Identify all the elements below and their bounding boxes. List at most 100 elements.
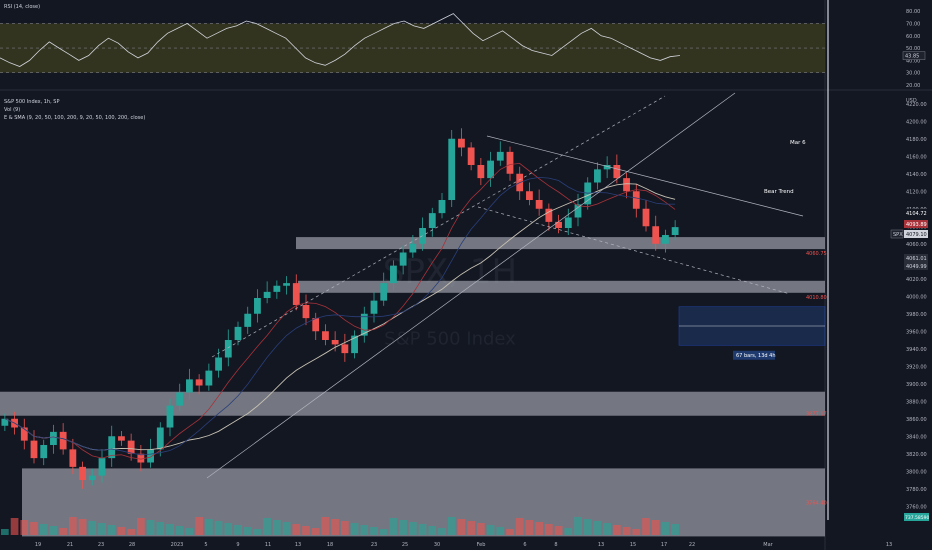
volume-bar	[185, 528, 194, 535]
rsi-line	[0, 13, 681, 67]
volume-bar	[166, 524, 174, 535]
main-legend-volume[interactable]: Vol (9)	[4, 107, 21, 113]
candle-body	[545, 208, 553, 222]
price-tick-label: 4160.00	[906, 154, 927, 160]
candle-body	[283, 283, 290, 286]
rsi-tick-label: 80.00	[906, 9, 920, 15]
candle-body	[224, 340, 232, 358]
price-tick-label: 3760.00	[906, 504, 927, 510]
volume-bar	[253, 529, 262, 535]
volume-bar	[593, 521, 602, 535]
volume-bar	[195, 517, 203, 535]
range-note-badge	[733, 350, 775, 360]
date-note-label: Mar 6	[790, 140, 806, 146]
candle-body	[59, 431, 67, 450]
price-tick-label: 4060.00	[906, 242, 927, 248]
time-axis-label: 23	[98, 542, 104, 548]
time-axis-label: 6	[523, 542, 526, 548]
volume-bar	[438, 528, 446, 535]
candle-body	[40, 445, 48, 459]
volume-bar	[467, 521, 475, 535]
price-badge-bg	[904, 209, 928, 217]
volume-bar	[496, 527, 505, 535]
candle-body	[438, 200, 446, 214]
volume-bar	[137, 518, 145, 535]
volume-bar	[88, 521, 97, 535]
time-axis-label: 15	[630, 542, 636, 548]
zone-price-label: 3764.40	[806, 500, 827, 506]
volume-bar	[311, 528, 320, 535]
volume-bar	[78, 519, 87, 535]
volume-bar	[632, 529, 641, 535]
candle-body	[390, 265, 397, 284]
price-tick-label: 3880.00	[906, 399, 927, 405]
trendline-bear	[486, 135, 804, 217]
volume-bar	[321, 517, 330, 535]
price-tick-label: 4120.00	[906, 189, 927, 195]
rsi-tick-label: 40.00	[906, 58, 920, 64]
volume-bar	[127, 529, 135, 535]
candle-body	[564, 217, 572, 228]
price-tick-label: 3860.00	[906, 417, 927, 423]
price-badge-label: 4079.10	[906, 232, 927, 238]
price-badge-label: 4049.99	[906, 264, 927, 270]
price-tick-label: 3900.00	[906, 382, 927, 388]
candle-body	[234, 326, 242, 340]
rsi-band	[0, 23, 825, 73]
candle-body	[555, 221, 562, 228]
price-tick-label: 3920.00	[906, 364, 927, 370]
candle-body	[254, 298, 261, 314]
price-tick-label: 3780.00	[906, 487, 927, 493]
volume-bar	[302, 526, 310, 535]
volume-bar	[1, 529, 9, 535]
trend-note-label: Bear Trend	[764, 189, 794, 195]
price-badge-bg	[904, 262, 928, 270]
volume-bar	[661, 522, 670, 535]
candle-body	[662, 235, 669, 244]
candle-body	[98, 458, 106, 476]
volume-bar	[282, 522, 291, 535]
candle-body	[1, 418, 9, 426]
candle-body	[195, 379, 203, 386]
rsi-legend: RSI (14, close)	[4, 4, 41, 10]
volume-bar	[622, 527, 631, 535]
volume-bar	[418, 524, 427, 535]
volume-bar	[389, 518, 398, 535]
rsi-tick-label: 30.00	[906, 71, 920, 77]
candle-body	[428, 213, 436, 228]
volume-bar	[486, 525, 495, 535]
zone-price-label: 4010.80	[806, 295, 827, 301]
time-axis-label: 28	[129, 542, 135, 548]
price-tick-label: 3940.00	[906, 347, 927, 353]
volume-bar	[360, 525, 369, 535]
time-axis-label: 2023	[171, 542, 184, 548]
price-badge-bg	[904, 230, 928, 238]
price-tick-label: 4180.00	[906, 137, 927, 143]
volume-bar	[447, 517, 456, 535]
candle-body	[574, 204, 582, 218]
volume-bar	[341, 521, 349, 535]
support-zone	[296, 237, 825, 250]
candle-body	[108, 436, 116, 459]
main-legend-symbol[interactable]: S&P 500 Index, 1h, SP	[4, 99, 60, 105]
watermark-name: S&P 500 Index	[384, 328, 516, 349]
volume-bar	[477, 523, 485, 535]
candle-body	[30, 440, 38, 459]
main-legend-ma[interactable]: E & SMA (9, 20, 50, 100, 200, 9, 20, 50,…	[4, 115, 146, 121]
price-tick-label: 3820.00	[906, 452, 927, 458]
volume-bar	[331, 519, 339, 535]
volume-bar	[49, 526, 58, 535]
candle-body	[176, 392, 184, 406]
candle-body	[263, 291, 271, 298]
candle-body	[380, 283, 388, 301]
candle-body	[652, 226, 660, 244]
volume-bar	[292, 524, 301, 535]
candle-body	[50, 431, 57, 445]
price-badge-bg	[904, 254, 928, 262]
candle-body	[205, 370, 213, 386]
candle-body	[331, 340, 339, 345]
price-tick-label: 4140.00	[906, 172, 927, 178]
candle-body	[594, 169, 601, 183]
volume-bar	[10, 518, 19, 535]
